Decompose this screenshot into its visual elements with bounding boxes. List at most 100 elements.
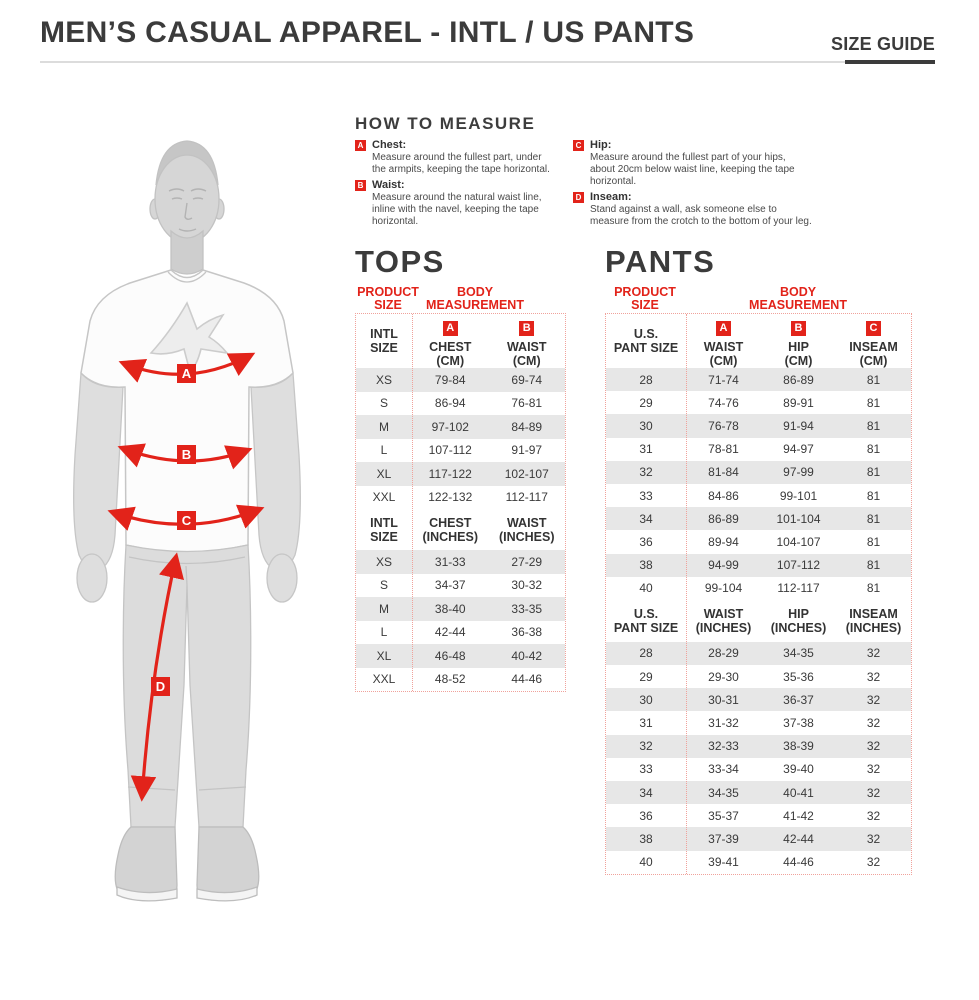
tops-size-table: INTL SIZE A CHEST (CM) B WAIST (CM) XS 79-84 69… bbox=[355, 313, 566, 692]
table-cell: 86-89 bbox=[783, 372, 814, 387]
measure-description: Measure around the fullest part, under t… bbox=[372, 152, 550, 175]
table-cell: 27-29 bbox=[511, 554, 543, 569]
table-cell: 91-94 bbox=[783, 418, 814, 433]
table-row: 29 29-30 35-36 32 bbox=[606, 665, 911, 688]
table-row: M 97-102 84-89 bbox=[356, 415, 565, 439]
table-row: 40 99-104 112-117 81 bbox=[606, 577, 911, 600]
badge-a bbox=[177, 364, 196, 383]
table-cell: 39-40 bbox=[783, 762, 814, 777]
table-cell: 29-30 bbox=[708, 669, 739, 684]
table-cell: 34-35 bbox=[783, 646, 814, 661]
table-cell: 107-112 bbox=[428, 443, 472, 458]
table-cell: 81 bbox=[866, 488, 881, 503]
measure-letter-badge-a: A bbox=[442, 321, 458, 336]
table-cell: 81 bbox=[866, 418, 881, 433]
table-row: 31 78-81 94-97 81 bbox=[606, 438, 911, 461]
table-cell: XXL bbox=[372, 672, 396, 687]
measurement-column-header: C INSEAM (CM) bbox=[836, 314, 911, 368]
measure-instruction-c: C Hip: Measure around the fullest part of … bbox=[573, 139, 813, 188]
table-row: 36 89-94 104-107 81 bbox=[606, 530, 911, 553]
column-label: CHEST (CM) bbox=[429, 340, 472, 368]
inseam-arrow bbox=[130, 552, 185, 802]
table-cell: 38 bbox=[639, 558, 653, 573]
table-cell: 86-89 bbox=[708, 511, 739, 526]
table-cell: 30 bbox=[639, 418, 653, 433]
table-cell: 102-107 bbox=[504, 466, 549, 481]
table-cell: 76-81 bbox=[511, 396, 543, 411]
table-cell: 84-86 bbox=[708, 488, 739, 503]
table-header: U.S. PANT SIZE A WAIST (CM) B HIP (CM) C INSEA… bbox=[606, 314, 911, 368]
table-cell: 42-44 bbox=[434, 625, 466, 640]
how-to-measure-heading: HOW TO MEASURE bbox=[355, 114, 536, 133]
measurement-column-header: WAIST (INCHES) bbox=[489, 509, 566, 550]
table-row: 40 39-41 44-46 32 bbox=[606, 851, 911, 874]
table-cell: 31-33 bbox=[434, 554, 466, 569]
table-row: M 38-40 33-35 bbox=[356, 597, 565, 621]
table-cell: 101-104 bbox=[776, 511, 821, 526]
table-cell: 32 bbox=[866, 739, 881, 754]
measurement-column-header: A WAIST (CM) bbox=[686, 314, 761, 368]
table-row: 29 74-76 89-91 81 bbox=[606, 391, 911, 414]
table-cell: 40-41 bbox=[783, 785, 814, 800]
table-cell: 81 bbox=[866, 465, 881, 480]
table-cell: 29 bbox=[639, 669, 653, 684]
table-cell: 34-37 bbox=[434, 578, 466, 593]
table-cell: 32 bbox=[866, 692, 881, 707]
table-header: INTL SIZE CHEST (INCHES) WAIST (INCHES) bbox=[356, 509, 565, 550]
size-guide-tab[interactable]: SIZE GUIDE bbox=[830, 34, 935, 54]
column-label: WAIST (INCHES) bbox=[498, 515, 555, 544]
table-cell: 86-94 bbox=[434, 396, 466, 411]
column-label: CHEST (INCHES) bbox=[422, 515, 479, 544]
table-row: S 34-37 30-32 bbox=[356, 574, 565, 598]
table-row: 33 33-34 39-40 32 bbox=[606, 758, 911, 781]
size-guide-underline bbox=[845, 60, 935, 64]
table-cell: 81 bbox=[866, 511, 881, 526]
table-cell: 32 bbox=[866, 762, 881, 777]
table-cell: 30-32 bbox=[511, 578, 543, 593]
page-title: MEN’S CASUAL APPAREL - INTL / US PANTS bbox=[40, 16, 695, 49]
table-cell: 31 bbox=[639, 442, 653, 457]
table-cell: 41-42 bbox=[783, 808, 814, 823]
table-cell: 97-99 bbox=[783, 465, 814, 480]
table-cell: 107-112 bbox=[776, 558, 821, 573]
table-cell: 74-76 bbox=[708, 395, 739, 410]
measurement-column-header: HIP (INCHES) bbox=[761, 600, 836, 642]
column-label: WAIST (CM) bbox=[506, 340, 547, 368]
pants-title: PANTS bbox=[605, 244, 716, 279]
table-row: L 107-112 91-97 bbox=[356, 439, 565, 463]
table-cell: 32-33 bbox=[708, 739, 739, 754]
shoes bbox=[114, 826, 260, 902]
table-cell: 89-94 bbox=[708, 534, 739, 549]
table-cell: 81 bbox=[866, 581, 881, 596]
table-cell: 37-38 bbox=[783, 716, 814, 731]
table-row: 30 76-78 91-94 81 bbox=[606, 414, 911, 438]
table-cell: 28 bbox=[639, 646, 653, 661]
table-cell: 28 bbox=[639, 372, 653, 387]
table-cell: 91-97 bbox=[511, 443, 543, 458]
table-cell: 33 bbox=[639, 488, 653, 503]
table-cell: 36 bbox=[639, 534, 653, 549]
pants-product-size-label: PRODUCT SIZE bbox=[614, 285, 676, 312]
table-cell: 44-46 bbox=[511, 672, 543, 687]
table-cell: 36-37 bbox=[783, 692, 814, 707]
measure-letter-badge-b: B bbox=[791, 321, 806, 336]
table-cell: 29 bbox=[639, 395, 653, 410]
measure-description: Measure around the fullest part of your … bbox=[590, 152, 795, 187]
table-row: 38 37-39 42-44 32 bbox=[606, 827, 911, 851]
table-cell: 35-36 bbox=[783, 669, 814, 684]
table-cell: 40 bbox=[639, 581, 653, 596]
measure-letter-badge-b: B bbox=[519, 321, 535, 336]
table-cell: 28-29 bbox=[708, 646, 739, 661]
measure-letter-badge-c: C bbox=[866, 321, 881, 336]
measure-instruction-d: D Inseam: Stand against a wall, ask someon… bbox=[573, 191, 813, 228]
table-cell: 32 bbox=[866, 785, 881, 800]
tops-body-measurement-label: BODY MEASUREMENT bbox=[426, 285, 524, 312]
table-row: XL 117-122 102-107 bbox=[356, 462, 565, 486]
table-cell: 33-35 bbox=[511, 601, 543, 616]
table-row: S 86-94 76-81 bbox=[356, 392, 565, 416]
table-cell: 104-107 bbox=[776, 534, 821, 549]
table-cell: 69-74 bbox=[511, 372, 543, 387]
measure-letter-badge-a: A bbox=[716, 321, 731, 336]
table-cell: S bbox=[379, 396, 388, 411]
